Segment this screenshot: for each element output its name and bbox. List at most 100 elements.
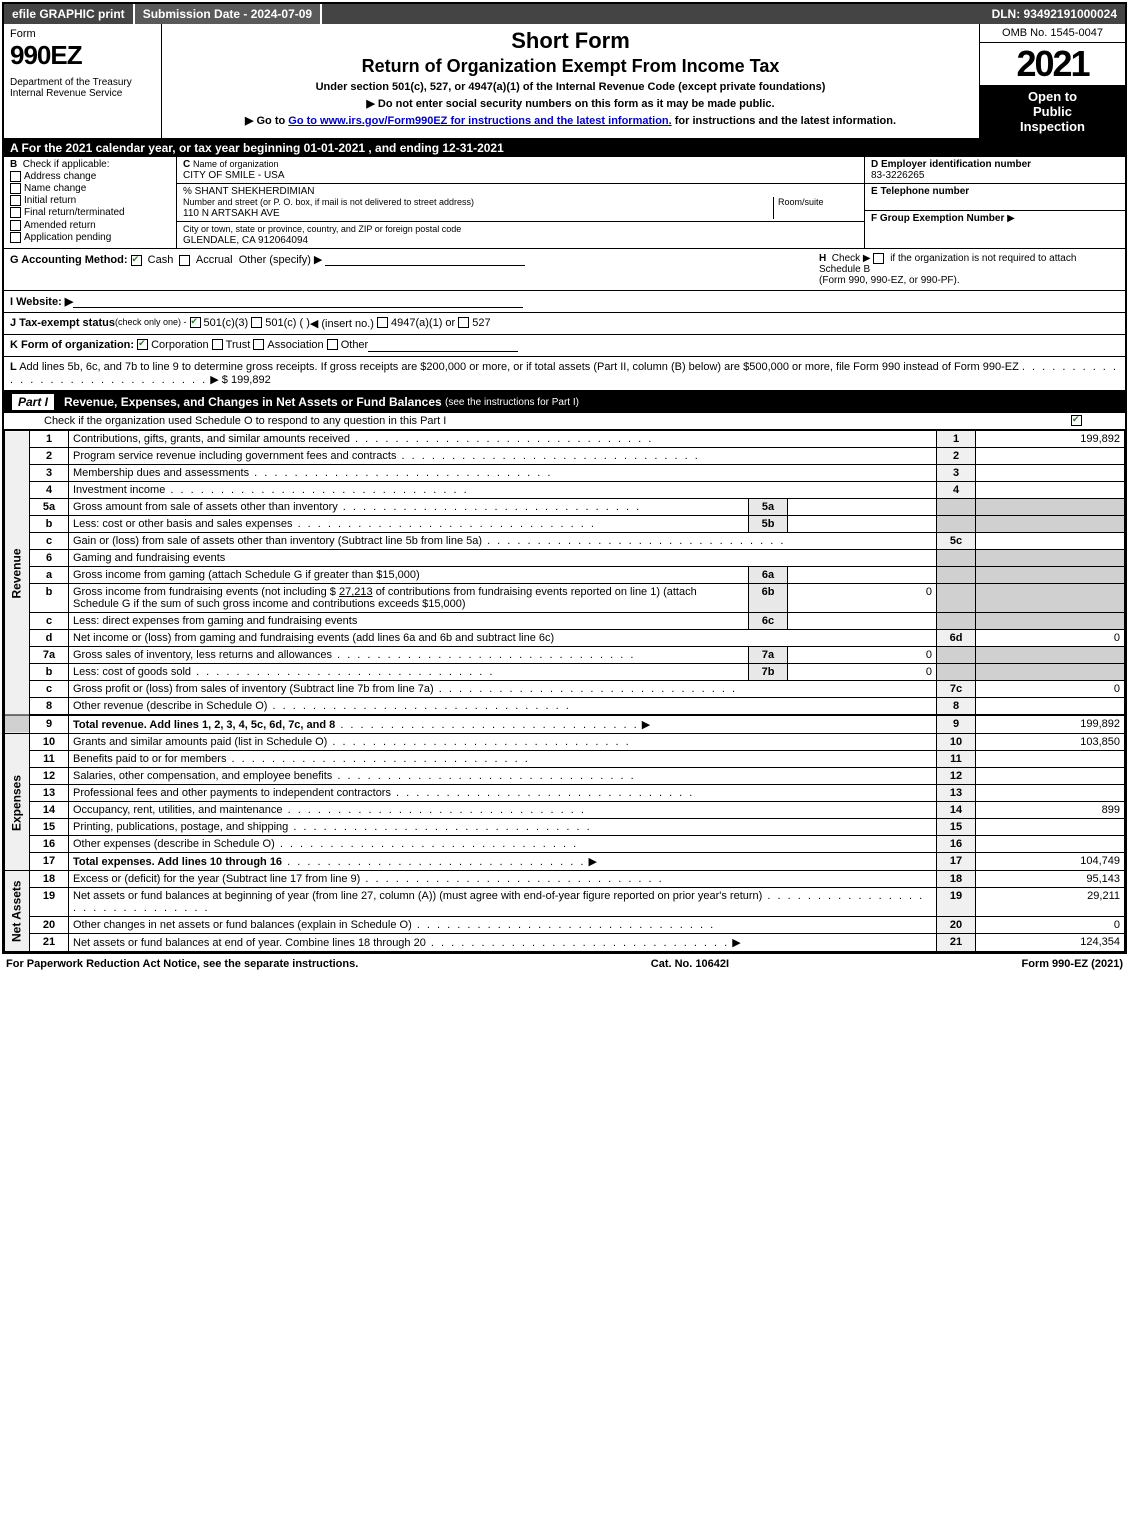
line-value (976, 482, 1125, 499)
cb-527[interactable] (458, 317, 469, 328)
gh-row: G Accounting Method: Cash Accrual Other … (4, 249, 1125, 291)
sub-num: 7a (749, 647, 788, 664)
line-desc: Other revenue (describe in Schedule O) (73, 700, 267, 712)
section-a-bar: A For the 2021 calendar year, or tax yea… (4, 139, 1125, 157)
website-field[interactable] (73, 295, 523, 308)
right-num: 20 (937, 917, 976, 934)
line-value: 104,749 (976, 853, 1125, 871)
submission-date: Submission Date - 2024-07-09 (135, 4, 322, 24)
cb-cash[interactable] (131, 255, 142, 266)
section-h: H Check ▶ if the organization is not req… (819, 253, 1119, 286)
right-num: 4 (937, 482, 976, 499)
line-desc: Investment income (73, 484, 165, 496)
other-org-field[interactable] (368, 339, 518, 352)
line-num: 4 (30, 482, 69, 499)
irs-label: Internal Revenue Service (10, 88, 155, 99)
line-num: 2 (30, 448, 69, 465)
line-desc: Gross income from fundraising events (no… (73, 586, 336, 598)
grey-cell (937, 567, 976, 584)
line-num: 5a (30, 499, 69, 516)
b-label: B (10, 159, 17, 170)
cb-other-org[interactable] (327, 339, 338, 350)
section-c: C Name of organization CITY OF SMILE - U… (177, 157, 864, 248)
line-num: 19 (30, 888, 69, 917)
header-row: Form 990EZ Department of the Treasury In… (4, 24, 1125, 139)
irs-link[interactable]: Go to www.irs.gov/Form990EZ for instruct… (288, 115, 671, 127)
table-row: 2 Program service revenue including gove… (5, 448, 1125, 465)
form-container: efile GRAPHIC print Submission Date - 20… (2, 2, 1127, 954)
line-num: 6 (30, 550, 69, 567)
line-desc: Other changes in net assets or fund bala… (73, 919, 412, 931)
cb-schedule-b[interactable] (873, 253, 884, 264)
grey-cell (976, 613, 1125, 630)
open-l2: Public (982, 104, 1123, 119)
4947-label: 4947(a)(1) or (391, 317, 455, 330)
cb-accrual[interactable] (179, 255, 190, 266)
line-num: 16 (30, 836, 69, 853)
cb-final-return[interactable]: Final return/terminated (10, 207, 170, 218)
i-label: I Website: ▶ (10, 295, 73, 308)
cb-part1-schedule-o[interactable] (1071, 415, 1082, 426)
line-desc: Gain or (loss) from sale of assets other… (73, 535, 482, 547)
grey-cell (937, 613, 976, 630)
revenue-side-label: Revenue (5, 431, 30, 716)
omb-number: OMB No. 1545-0047 (980, 24, 1125, 43)
sub-value (788, 613, 937, 630)
part1-instr: (see the instructions for Part I) (445, 397, 579, 408)
cb-address-change[interactable]: Address change (10, 171, 170, 182)
527-label: 527 (472, 317, 490, 330)
line-desc: Excess or (deficit) for the year (Subtra… (73, 873, 360, 885)
grey-cell (976, 567, 1125, 584)
grey-cell (937, 664, 976, 681)
cb-trust[interactable] (212, 339, 223, 350)
sub-value (788, 499, 937, 516)
efile-print-button[interactable]: efile GRAPHIC print (4, 4, 135, 24)
right-num: 13 (937, 785, 976, 802)
sub-num: 5b (749, 516, 788, 533)
line-value: 103,850 (976, 734, 1125, 751)
table-row: 20 Other changes in net assets or fund b… (5, 917, 1125, 934)
cb-corp[interactable] (137, 339, 148, 350)
cb-application-pending[interactable]: Application pending (10, 232, 170, 243)
spacer-cell (5, 715, 30, 734)
cb-501c3[interactable] (190, 317, 201, 328)
line-desc: Gross income from gaming (attach Schedul… (73, 569, 420, 581)
line-desc: Gross sales of inventory, less returns a… (73, 649, 332, 661)
warning-ssn: Do not enter social security numbers on … (170, 97, 971, 110)
line-num: 13 (30, 785, 69, 802)
main-title: Return of Organization Exempt From Incom… (170, 56, 971, 77)
right-num: 18 (937, 871, 976, 888)
k-label: K Form of organization: (10, 339, 134, 352)
cb-4947[interactable] (377, 317, 388, 328)
top-bar: efile GRAPHIC print Submission Date - 20… (4, 4, 1125, 24)
line-desc: Contributions, gifts, grants, and simila… (73, 433, 350, 445)
line-value: 0 (976, 681, 1125, 698)
other-label: Other (specify) ▶ (239, 254, 323, 266)
sub-num: 6c (749, 613, 788, 630)
line-num: c (30, 681, 69, 698)
grey-cell (976, 499, 1125, 516)
table-row: 21 Net assets or fund balances at end of… (5, 934, 1125, 952)
care-of: % SHANT SHEKHERDIMIAN (183, 186, 315, 197)
table-row: 16 Other expenses (describe in Schedule … (5, 836, 1125, 853)
cb-amended-return[interactable]: Amended return (10, 220, 170, 231)
line-num: d (30, 630, 69, 647)
table-row: 7a Gross sales of inventory, less return… (5, 647, 1125, 664)
cb-name-change[interactable]: Name change (10, 183, 170, 194)
cb-501c[interactable] (251, 317, 262, 328)
table-row: c Gross profit or (loss) from sales of i… (5, 681, 1125, 698)
line-value: 199,892 (976, 431, 1125, 448)
right-num: 11 (937, 751, 976, 768)
line-value: 899 (976, 802, 1125, 819)
cb-assoc[interactable] (253, 339, 264, 350)
other-specify-field[interactable] (325, 253, 525, 266)
h-check: Check ▶ (832, 253, 871, 264)
h-text3: (Form 990, 990-EZ, or 990-PF). (819, 275, 960, 286)
table-row: 9 Total revenue. Add lines 1, 2, 3, 4, 5… (5, 715, 1125, 734)
cb-initial-return[interactable]: Initial return (10, 195, 170, 206)
table-row: Expenses 10 Grants and similar amounts p… (5, 734, 1125, 751)
right-num: 8 (937, 698, 976, 716)
sub-value: 0 (788, 647, 937, 664)
corp-label: Corporation (151, 339, 208, 352)
part1-check-row: Check if the organization used Schedule … (4, 413, 1125, 430)
